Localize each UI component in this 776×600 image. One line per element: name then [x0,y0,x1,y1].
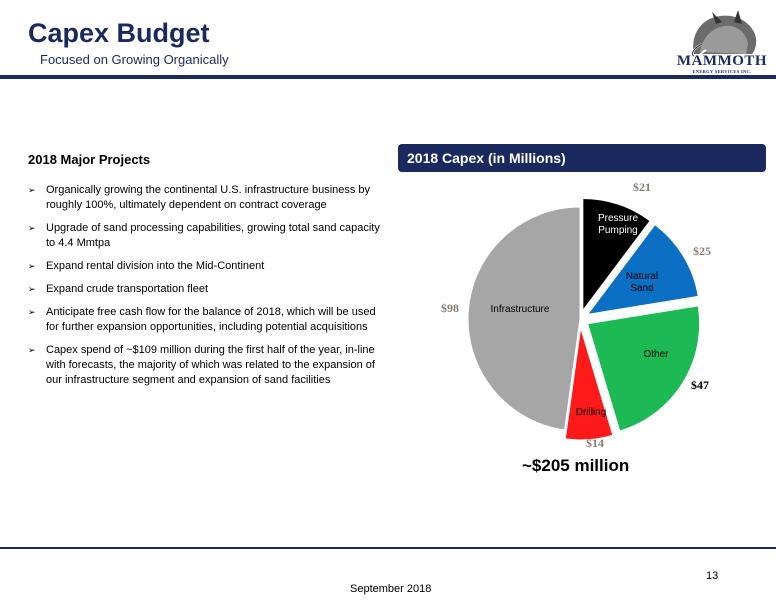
header-rule [0,75,776,79]
page-subtitle: Focused on Growing Organically [40,52,229,67]
project-bullet: ➢ Upgrade of sand processing capabilities… [28,221,388,251]
bullet-text: Organically growing the continental U.S.… [46,184,371,211]
page-number: 13 [706,570,719,582]
footer-rule [0,547,776,549]
bullet-arrow-icon: ➢ [28,284,36,294]
slice-value-label: $98 [441,301,459,315]
capex-total: ~$205 million [522,456,630,475]
slice-label: Drilling [576,407,607,418]
slice-label: Natural Sand [626,271,658,294]
footer-date: September 2018 [350,583,432,595]
chart-header-label: 2018 Capex (in Millions) [407,150,566,166]
projects-heading: 2018 Major Projects [28,152,151,167]
bullet-text: Capex spend of ~$109 million during the … [46,344,375,386]
slice-label-line: Natural [626,271,658,282]
slice-label: Infrastructure [491,304,550,315]
slice-label-line: Infrastructure [491,304,550,315]
slice-label-line: Other [643,349,669,360]
mammoth-logo-icon [691,10,757,58]
slice-value-label: $25 [693,244,711,258]
capex-pie-chart: Pressure Pumping $21 Natural Sand $25 Other $47… [441,180,711,450]
pie-slice-other [586,305,701,432]
slice-label: Pressure Pumping [598,213,638,236]
project-bullet: ➢ Anticipate free cash flow for the balan… [28,305,388,335]
project-bullet: ➢ Organically growing the continental U.S… [28,183,388,213]
projects-list: ➢ Organically growing the continental U.S… [28,183,388,388]
chart-header: 2018 Capex (in Millions) [398,144,766,172]
project-bullet: ➢ Expand crude transportation fleet [28,282,388,297]
slice-label: Other [643,349,669,360]
bullet-text: Upgrade of sand processing capabilities,… [46,222,380,249]
pie-slice-infrastructure [467,206,581,431]
logo-tagline: ENERGY SERVICES INC. [692,69,752,74]
bullet-arrow-icon: ➢ [28,185,36,195]
page-title: Capex Budget [28,18,210,48]
bullet-arrow-icon: ➢ [28,307,36,317]
bullet-text: Expand crude transportation fleet [46,283,209,295]
slice-label-line: Pumping [598,225,637,236]
bullet-arrow-icon: ➢ [28,261,36,271]
slice-label-line: Pressure [598,213,638,224]
bullet-arrow-icon: ➢ [28,345,36,355]
logo-wordmark: MAMMOTH [676,53,768,69]
project-bullet: ➢ Expand rental division into the Mid-Con… [28,259,388,274]
pie-slice-pressure-pumping [582,197,651,312]
slice-value-label: $21 [633,180,651,194]
pie-slice-natural-sand [586,224,699,316]
bullet-text: Expand rental division into the Mid-Cont… [46,260,265,272]
slice-value-label: $47 [691,378,709,392]
pie-slice-drilling [564,327,614,441]
bullet-arrow-icon: ➢ [28,223,36,233]
slice-value-label: $14 [586,436,604,450]
slice-label-line: Drilling [576,407,607,418]
bullet-text: Anticipate free cash flow for the balanc… [46,306,376,333]
project-bullet: ➢ Capex spend of ~$109 million during the… [28,343,388,388]
slice-label-line: Sand [630,283,653,294]
